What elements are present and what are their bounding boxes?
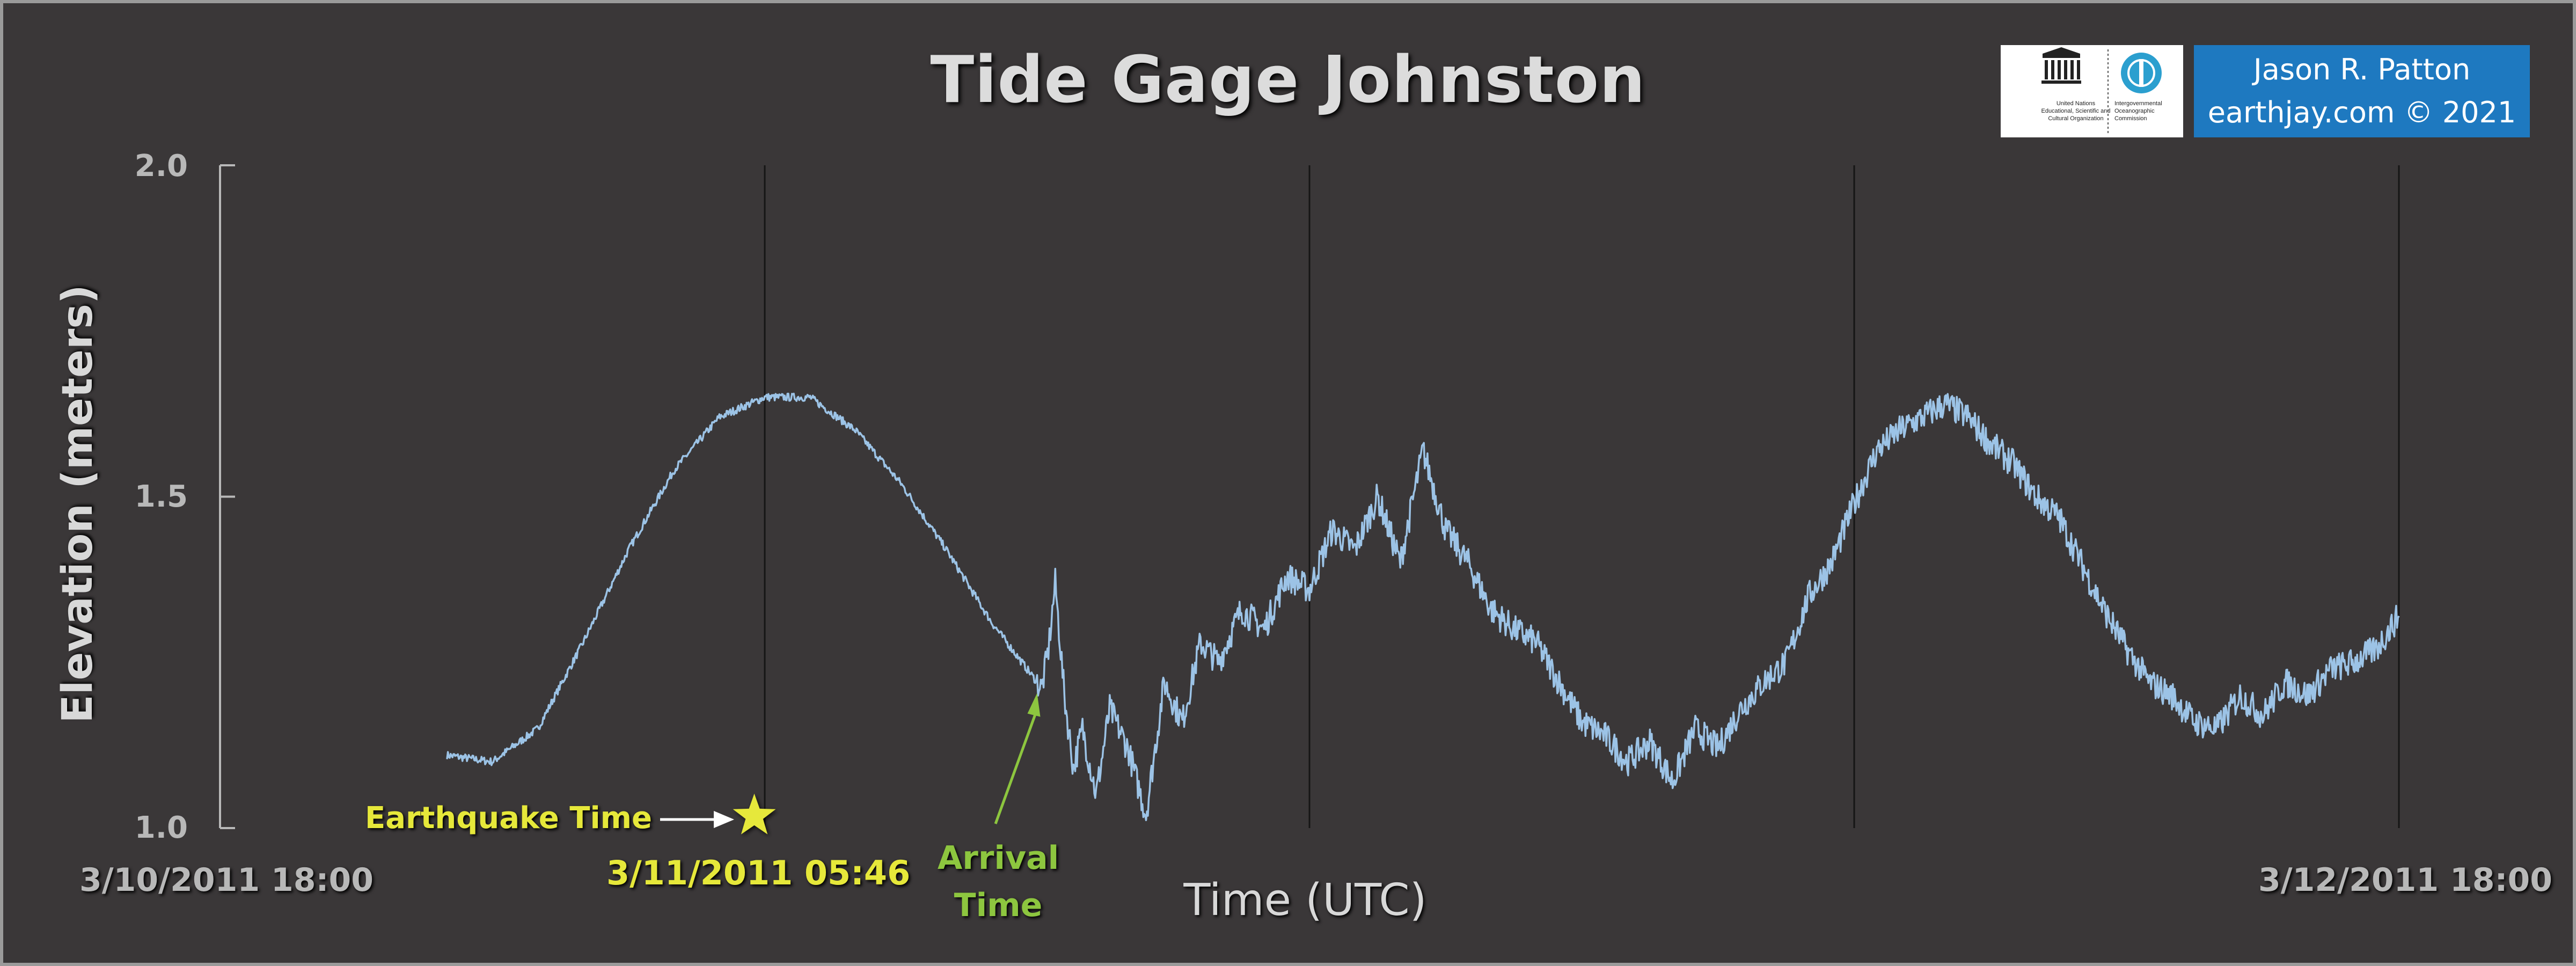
y-tick-label: 1.0 — [134, 810, 188, 845]
author-site: earthjay.com © 2021 — [2207, 96, 2516, 129]
logo-panel: United Nations Educational, Scientific a… — [2001, 45, 2183, 137]
earthquake-star-marker — [733, 793, 776, 835]
ioc-text-line: Oceanographic — [2114, 108, 2155, 114]
x-tick-label-start: 3/10/2011 18:00 — [79, 861, 374, 899]
x-axis-label: Time (UTC) — [1183, 875, 1427, 926]
unesco-text-line: Educational, Scientific and — [2041, 108, 2110, 114]
author-name: Jason R. Patton — [2253, 53, 2471, 86]
y-axis — [219, 164, 235, 829]
unesco-text-line: United Nations — [2057, 100, 2096, 107]
earthquake-arrow-head — [714, 811, 734, 828]
unesco-ioc-logos: United Nations Educational, Scientific a… — [2041, 47, 2162, 133]
unesco-temple-icon — [2041, 47, 2081, 84]
ioc-text-line: Commission — [2114, 115, 2147, 122]
arrival-arrow-line — [994, 708, 1038, 824]
y-tick-label: 1.5 — [134, 479, 188, 514]
ioc-globe-icon — [2121, 53, 2162, 93]
y-tick-label: 2.0 — [134, 149, 188, 184]
credit-box: Jason R. Patton earthjay.com © 2021 — [2194, 45, 2530, 137]
chart-title: Tide Gage Johnston — [930, 43, 1646, 118]
arrival-time-label: Arrival Time — [937, 839, 1059, 924]
ioc-text-line: Intergovernmental — [2114, 100, 2162, 107]
y-axis-label: Elevation (meters) — [54, 284, 102, 723]
arrival-arrow-head — [1027, 693, 1041, 717]
unesco-text-line: Cultural Organization — [2048, 115, 2103, 122]
tide-series-line — [446, 392, 2400, 822]
earthquake-time-label: Earthquake Time — [365, 801, 652, 836]
x-tick-label-end: 3/12/2011 18:00 — [2258, 861, 2552, 899]
earthquake-date-label: 3/11/2011 05:46 — [606, 853, 911, 892]
annotations — [660, 693, 1041, 835]
